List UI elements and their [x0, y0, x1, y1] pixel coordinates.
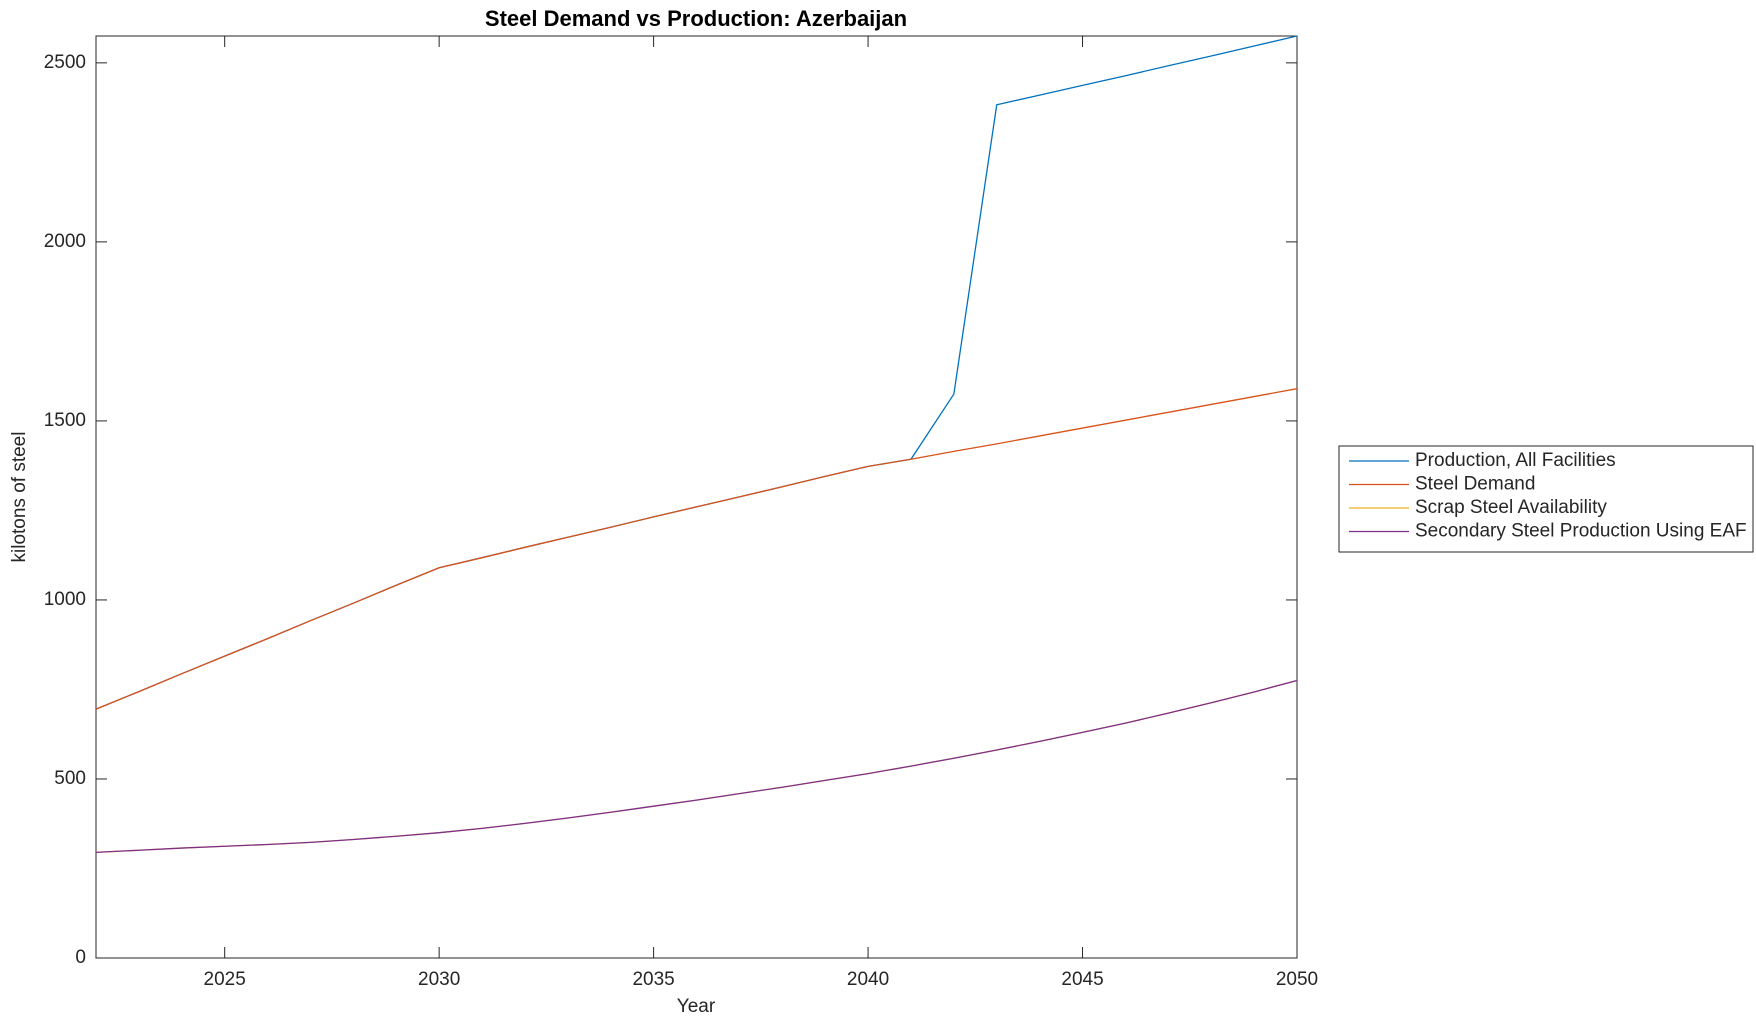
plot-area: [95, 35, 1298, 959]
x-tick-label: 2025: [204, 969, 246, 990]
legend-label: Secondary Steel Production Using EAF: [1415, 521, 1747, 542]
chart-title: Steel Demand vs Production: Azerbaijan: [485, 6, 907, 31]
x-axis-label: Year: [677, 996, 716, 1017]
y-tick-label: 500: [54, 768, 86, 789]
y-tick-label: 2000: [44, 231, 86, 252]
y-tick-label: 0: [75, 947, 86, 968]
legend-label: Production, All Facilities: [1415, 450, 1616, 471]
series-line: [95, 388, 1298, 710]
y-tick-label: 2500: [44, 52, 86, 73]
x-tick-label: 2035: [632, 969, 674, 990]
y-tick-label: 1500: [44, 410, 86, 431]
legend-box: [1338, 445, 1754, 553]
series-line: [95, 679, 1298, 854]
legend-label: Steel Demand: [1415, 474, 1535, 495]
x-tick-label: 2050: [1276, 969, 1318, 990]
legend-label: Scrap Steel Availability: [1415, 497, 1607, 518]
x-tick-label: 2040: [847, 969, 889, 990]
y-tick-label: 1000: [44, 589, 86, 610]
y-axis-label: kilotons of steel: [9, 432, 30, 563]
x-tick-label: 2030: [418, 969, 460, 990]
x-tick-label: 2045: [1061, 969, 1103, 990]
